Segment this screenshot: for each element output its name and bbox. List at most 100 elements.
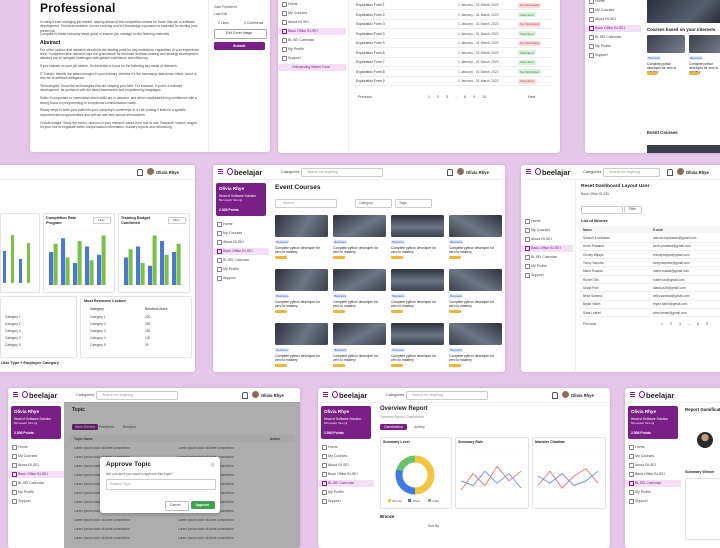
filter-button[interactable] — [624, 206, 642, 214]
categories[interactable]: Categories — [76, 392, 95, 397]
menu-item[interactable]: BI-SEI Calendar — [531, 255, 557, 259]
menu-item[interactable]: My Profile — [18, 490, 34, 494]
menu-icon[interactable] — [526, 169, 531, 170]
cancel-button[interactable] — [165, 501, 189, 511]
page-number[interactable]: ... — [455, 95, 458, 99]
submit-button[interactable] — [214, 42, 265, 50]
tab[interactable]: Revision — [123, 425, 137, 429]
page-number[interactable]: 1 — [661, 322, 663, 326]
tab[interactable]: Need Review — [72, 424, 99, 430]
menu-item[interactable]: Back Office BI-SEI — [635, 472, 665, 476]
menu-item[interactable]: Home — [328, 445, 338, 449]
tab[interactable]: Gamification — [380, 424, 407, 430]
menu-item[interactable]: Home — [288, 2, 298, 6]
menu-item[interactable]: My Courses — [328, 454, 348, 458]
menu-item[interactable]: Back Office BI-SEI — [595, 26, 625, 30]
page-number[interactable]: 2 — [670, 322, 672, 326]
menu-item[interactable]: My Profile — [328, 490, 344, 494]
menu-icon[interactable] — [218, 169, 223, 170]
submenu-item[interactable]: Onboarding Materi Form — [292, 65, 331, 69]
search-input[interactable] — [581, 206, 623, 214]
menu-item[interactable]: Support — [635, 499, 648, 503]
page-number[interactable]: 8 — [464, 95, 466, 99]
menu-item[interactable]: Home — [223, 222, 233, 226]
menu-item[interactable]: Back Office BI-SEI — [18, 472, 48, 476]
menu-item[interactable]: My Profile — [288, 47, 304, 51]
menu-item[interactable]: About BI-SEI — [288, 20, 309, 24]
menu-item[interactable]: Back Office BI-SEI — [288, 29, 318, 33]
menu-item[interactable]: Support — [288, 56, 301, 60]
user-name[interactable]: Olivia Rhye — [686, 169, 709, 175]
modal-close[interactable] — [210, 462, 215, 467]
menu-item[interactable]: Back Office BI-SEI — [223, 249, 253, 253]
page-number[interactable]: 9 — [706, 322, 708, 326]
page-number[interactable]: 10 — [482, 95, 486, 99]
menu-item[interactable]: Home — [635, 445, 645, 449]
filter-button[interactable] — [168, 217, 186, 224]
menu-item[interactable]: About BI-SEI — [18, 463, 39, 467]
categories[interactable]: Categories — [281, 169, 300, 174]
bell[interactable] — [667, 169, 673, 176]
tab[interactable]: Activity — [414, 425, 425, 429]
search-box[interactable] — [96, 391, 178, 400]
menu-item[interactable]: Support — [18, 499, 31, 503]
menu-item[interactable]: Back Office BI-SEI — [531, 246, 561, 250]
search-box[interactable] — [603, 168, 660, 177]
page-number[interactable]: 2 — [437, 95, 439, 99]
menu-item[interactable]: My Profile — [531, 264, 547, 268]
page-number[interactable]: ... — [688, 322, 691, 326]
next[interactable]: Next — [528, 95, 536, 99]
categories[interactable]: Categories — [583, 169, 602, 174]
menu-item[interactable]: BI-SEI Calendar — [328, 481, 354, 485]
filter-dropdown[interactable] — [355, 199, 392, 208]
menu-item[interactable]: My Courses — [635, 454, 655, 458]
sort-label[interactable]: Sort By — [428, 524, 440, 528]
previous[interactable]: Previous — [583, 322, 597, 326]
menu-item[interactable]: My Profile — [223, 267, 239, 271]
filter-button[interactable] — [93, 217, 111, 224]
menu-item[interactable]: My Courses — [531, 228, 551, 232]
bell[interactable] — [242, 392, 248, 399]
menu-item[interactable]: Home — [18, 445, 28, 449]
search-box[interactable] — [406, 391, 488, 400]
menu-item[interactable]: BI-SEI Calendar — [635, 481, 661, 485]
menu-icon[interactable] — [630, 392, 635, 393]
filter-dropdown[interactable] — [395, 199, 432, 208]
edit-cover-button[interactable] — [214, 29, 267, 39]
tab[interactable]: Published — [99, 425, 114, 429]
page-number[interactable]: 8 — [697, 322, 699, 326]
menu-item[interactable]: About BI-SEI — [531, 237, 552, 241]
menu-item[interactable]: Home — [531, 219, 541, 223]
page-number[interactable]: 9 — [473, 95, 475, 99]
menu-item[interactable]: About BI-SEI — [328, 463, 349, 467]
menu-item[interactable]: About BI-SEI — [223, 240, 244, 244]
user-name[interactable]: Olivia Rhye — [261, 392, 284, 398]
categories[interactable]: Categories — [386, 392, 405, 397]
menu-item[interactable]: Support — [223, 276, 236, 280]
user-name[interactable]: Olivia Rhye — [571, 392, 594, 398]
menu-item[interactable]: BI-SEI Calendar — [595, 35, 621, 39]
menu-item[interactable]: My Courses — [18, 454, 38, 458]
bell[interactable] — [447, 169, 453, 176]
page-number[interactable]: 3 — [446, 95, 448, 99]
menu-item[interactable]: About BI-SEI — [595, 17, 616, 21]
menu-item[interactable]: Support — [531, 273, 544, 277]
previous[interactable]: Previous — [358, 95, 372, 99]
user-name[interactable]: Olivia Rhye — [466, 169, 489, 175]
modal-input[interactable] — [106, 479, 216, 490]
bell[interactable] — [137, 169, 143, 176]
menu-item[interactable]: Support — [328, 499, 341, 503]
menu-icon[interactable] — [13, 392, 18, 393]
page-number[interactable]: 1 — [428, 95, 430, 99]
search-input[interactable] — [275, 199, 337, 208]
menu-item[interactable]: BI-SEI Calendar — [223, 258, 249, 262]
menu-item[interactable]: My Courses — [223, 231, 243, 235]
approve-button[interactable] — [191, 501, 215, 509]
menu-item[interactable]: My Profile — [595, 44, 611, 48]
search-box[interactable] — [301, 168, 383, 177]
menu-item[interactable]: About BI-SEI — [635, 463, 656, 467]
bell[interactable] — [552, 392, 558, 399]
menu-item[interactable]: BI-SEI Calendar — [288, 38, 314, 42]
menu-icon[interactable] — [323, 392, 328, 393]
page-number[interactable]: 3 — [679, 322, 681, 326]
